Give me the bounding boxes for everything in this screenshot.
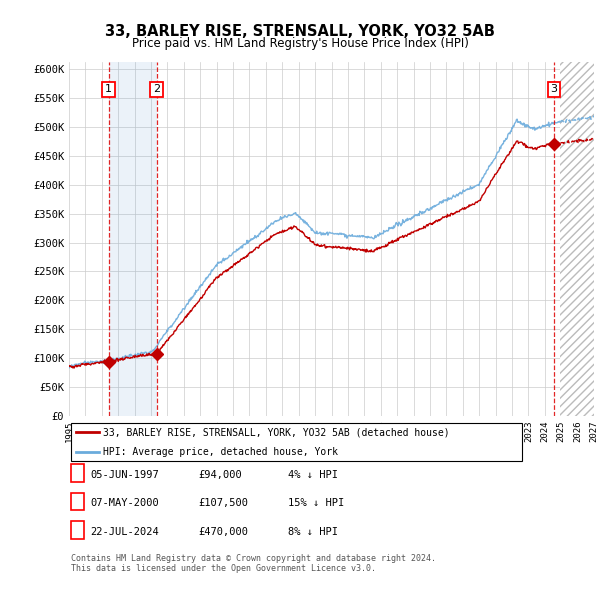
Text: 05-JUN-1997: 05-JUN-1997: [90, 470, 159, 480]
Text: 07-MAY-2000: 07-MAY-2000: [90, 499, 159, 508]
Text: 15% ↓ HPI: 15% ↓ HPI: [288, 499, 344, 508]
Bar: [560, 40, 594, 416]
Text: £94,000: £94,000: [198, 470, 242, 480]
Bar: [109, 62, 157, 416]
Text: £470,000: £470,000: [198, 527, 248, 536]
Text: 33, BARLEY RISE, STRENSALL, YORK, YO32 5AB: 33, BARLEY RISE, STRENSALL, YORK, YO32 5…: [105, 24, 495, 38]
Text: 3: 3: [550, 84, 557, 94]
Text: Price paid vs. HM Land Registry's House Price Index (HPI): Price paid vs. HM Land Registry's House …: [131, 37, 469, 50]
Text: 3: 3: [74, 525, 80, 535]
Text: 2: 2: [153, 84, 160, 94]
Text: 33, BARLEY RISE, STRENSALL, YORK, YO32 5AB (detached house): 33, BARLEY RISE, STRENSALL, YORK, YO32 5…: [103, 427, 450, 437]
Bar: [560, 40, 594, 416]
Text: £107,500: £107,500: [198, 499, 248, 508]
Text: 1: 1: [74, 468, 80, 478]
FancyBboxPatch shape: [71, 423, 522, 461]
Text: HPI: Average price, detached house, York: HPI: Average price, detached house, York: [103, 447, 338, 457]
Text: 8% ↓ HPI: 8% ↓ HPI: [288, 527, 338, 536]
Text: 1: 1: [105, 84, 112, 94]
Text: 2: 2: [74, 497, 80, 506]
Text: 4% ↓ HPI: 4% ↓ HPI: [288, 470, 338, 480]
Text: Contains HM Land Registry data © Crown copyright and database right 2024.
This d: Contains HM Land Registry data © Crown c…: [71, 554, 436, 573]
Text: 22-JUL-2024: 22-JUL-2024: [90, 527, 159, 536]
